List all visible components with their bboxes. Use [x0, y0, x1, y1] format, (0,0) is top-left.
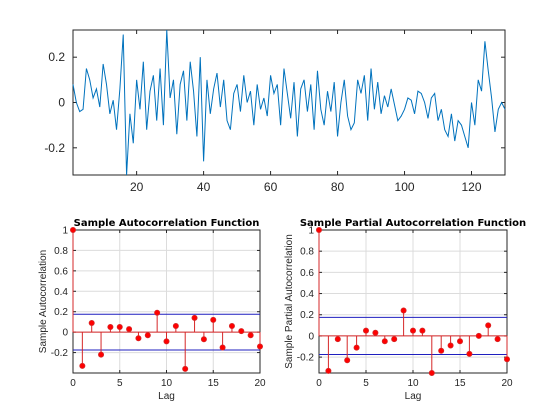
stem-marker [88, 319, 95, 326]
stem-marker [475, 332, 482, 339]
stem-marker [494, 336, 501, 343]
x-tick-label: 20 [130, 180, 144, 194]
stem-marker [428, 369, 435, 376]
stem-marker [144, 332, 151, 339]
series-line [72, 29, 506, 176]
stem-marker [247, 332, 254, 339]
acf-plot: 0 5 10 15 20 -0.2 0 0.2 0.4 0.6 0.8 1 Sample Autocor… [38, 218, 266, 402]
chart-title: Sample Autocorrelation Function [74, 218, 260, 229]
stem-marker [238, 328, 245, 335]
x-tick-label: 100 [395, 180, 415, 194]
x-tick-label: 15 [208, 378, 220, 389]
stem-marker [344, 357, 351, 364]
stem-marker [70, 226, 77, 233]
stem-marker [353, 344, 360, 351]
chart-title: Sample Partial Autocorrelation Function [300, 218, 526, 229]
stem-marker [400, 307, 407, 314]
x-tick-label: 15 [454, 378, 466, 389]
x-tick-label: 20 [254, 378, 266, 389]
y-tick-label: -0.2 [297, 353, 315, 364]
stem-marker [381, 338, 388, 345]
y-tick-label: 0.2 [48, 50, 65, 64]
y-axis-label: Sample Partial Autocorrelation [284, 234, 295, 369]
y-tick-label: -0.2 [44, 141, 65, 155]
stem-marker [372, 329, 379, 336]
stem-marker [438, 347, 445, 354]
y-tick-label: -0.2 [51, 348, 69, 359]
x-axis-label: Lag [405, 391, 422, 402]
y-tick-label: 0 [58, 96, 65, 110]
y-tick-label: 1 [308, 226, 314, 237]
stem-marker [98, 351, 105, 358]
y-tick-label: 1 [62, 226, 68, 237]
y-tick-label: 0.8 [54, 246, 68, 257]
stem-marker [228, 323, 235, 330]
stem-marker [182, 365, 189, 372]
stem-marker [315, 226, 322, 233]
y-tick-label: 0.6 [54, 266, 68, 277]
x-axis-label: Lag [158, 391, 175, 402]
stem-marker [135, 335, 142, 342]
x-tick-label: 20 [501, 378, 513, 389]
stem-marker [362, 327, 369, 334]
y-tick-label: 0.4 [300, 289, 314, 300]
y-tick-label: 0 [62, 328, 68, 339]
stem-marker [503, 356, 510, 363]
stem-marker [107, 324, 114, 331]
y-tick-label: 0.2 [300, 310, 314, 321]
y-axis-label: Sample Autocorrelation [38, 250, 49, 353]
y-tick-label: 0.2 [54, 307, 68, 318]
stem-marker [419, 327, 426, 334]
x-tick-label: 5 [363, 378, 369, 389]
stem-marker [334, 336, 341, 343]
x-tick-label: 0 [70, 378, 76, 389]
y-tick-label: 0.6 [300, 268, 314, 279]
stem-marker [191, 314, 198, 321]
stem-marker [79, 362, 86, 369]
stem-marker [154, 309, 161, 316]
time-series-plot: 20 40 60 80 100 120 -0.2 0 0.2 [44, 29, 506, 194]
stem-marker [172, 323, 179, 330]
x-tick-label: 120 [461, 180, 481, 194]
stem-marker [163, 338, 170, 345]
stem-marker [466, 350, 473, 357]
x-tick-label: 10 [161, 378, 173, 389]
stem-marker [485, 322, 492, 329]
stem-marker [219, 344, 226, 351]
y-tick-label: 0 [308, 331, 314, 342]
y-tick-label: 0.4 [54, 287, 68, 298]
stem-marker [256, 343, 263, 350]
y-tick-label: 0.8 [300, 247, 314, 258]
x-tick-label: 5 [117, 378, 123, 389]
stem-marker [456, 338, 463, 345]
stem-marker [391, 336, 398, 343]
stem-marker [210, 316, 217, 323]
x-tick-label: 0 [316, 378, 322, 389]
stem-marker [447, 342, 454, 349]
x-tick-label: 60 [264, 180, 278, 194]
stem-marker [116, 324, 123, 331]
stem-marker [200, 336, 207, 343]
stem-marker [325, 367, 332, 374]
stem-marker [126, 326, 133, 333]
x-tick-label: 10 [407, 378, 419, 389]
stem-marker [409, 327, 416, 334]
x-tick-label: 80 [331, 180, 345, 194]
x-tick-label: 40 [197, 180, 211, 194]
